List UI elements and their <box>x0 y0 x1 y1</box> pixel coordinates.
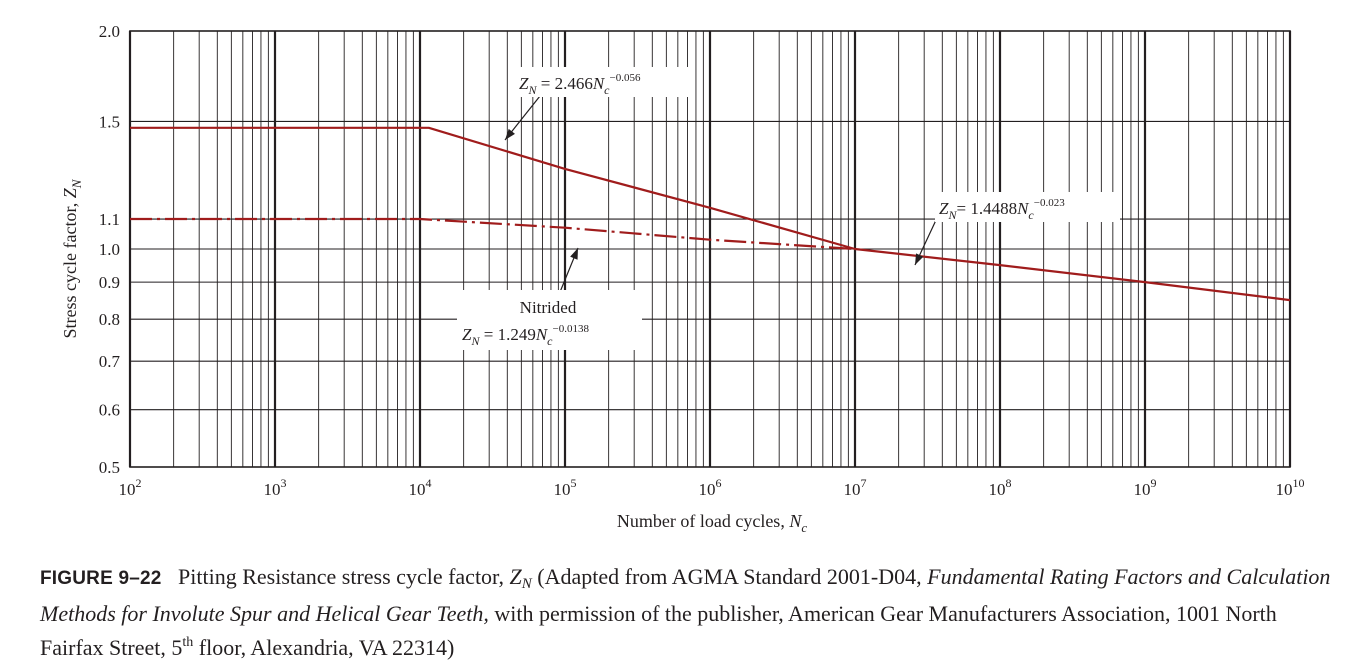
annotation-lower-equation: ZN= 1.4488Nc−0.023 <box>939 197 1065 222</box>
caption-symbol-sub: N <box>521 576 532 592</box>
y-tick-label: 1.0 <box>99 240 120 259</box>
x-tick-label: 103 <box>264 476 287 499</box>
series-line-1 <box>130 126 1291 302</box>
major-grid <box>128 30 1292 468</box>
y-axis-label: Stress cycle factor, ZN <box>60 178 84 338</box>
y-tick-label: 0.7 <box>99 352 121 371</box>
y-tick-label: 2.0 <box>99 22 120 41</box>
axis-labels: Number of load cycles, Nc Stress cycle fa… <box>60 178 807 535</box>
chart: 102 103 104 105 106 107 108 109 1010 0.50.60.70.… <box>60 22 1305 535</box>
leader-arrows <box>504 95 938 293</box>
caption-text-2: (Adapted from AGMA Standard 2001-D04, <box>531 564 928 589</box>
x-tick-label: 1010 <box>1276 476 1305 499</box>
caption-sup: th <box>182 635 194 650</box>
y-tick-label: 0.5 <box>99 458 120 477</box>
annotation-nitrided-title: Nitrided <box>520 298 577 317</box>
leader-arrow-upper-head <box>505 128 515 140</box>
leader-arrow-lower-head <box>915 253 924 265</box>
annotation-box <box>513 67 693 97</box>
y-tick-label: 1.1 <box>99 210 120 229</box>
figure-caption: FIGURE 9–22 Pitting Resistance stress cy… <box>40 562 1340 662</box>
series-line-2 <box>130 217 856 251</box>
series-group <box>130 126 1291 302</box>
y-tick-label: 0.8 <box>99 310 120 329</box>
x-tick-label: 105 <box>554 476 577 499</box>
annotation-box <box>935 192 1120 222</box>
caption-text-4: floor, Alexandria, VA 22314) <box>193 635 455 660</box>
x-tick-label: 104 <box>409 476 432 499</box>
y-tick-labels: 0.5 0.6 0.7 0.8 0.9 1.0 1.1 1.5 2.0 <box>99 22 121 477</box>
annotation-nitrided-equation: ZN = 1.249Nc−0.0138 <box>462 323 589 348</box>
x-tick-label: 108 <box>989 476 1012 499</box>
x-tick-label: 102 <box>119 476 142 499</box>
annotation-box <box>457 290 642 350</box>
y-tick-label: 0.9 <box>99 273 120 292</box>
x-tick-label: 109 <box>1134 476 1157 499</box>
caption-text-1: Pitting Resistance stress cycle factor, <box>178 564 510 589</box>
caption-title-italic: Fundamental Rating Factors and Calculati… <box>40 564 1331 626</box>
caption-label: FIGURE 9–22 <box>40 568 162 589</box>
annotation-upper-equation: ZN = 2.466Nc−0.056 <box>519 72 641 97</box>
x-tick-label: 106 <box>699 476 722 499</box>
x-tick-labels: 102 103 104 105 106 107 108 109 1010 <box>119 476 1305 499</box>
x-axis-label: Number of load cycles, Nc <box>617 511 807 535</box>
caption-text-3: with permission of the publisher, Americ… <box>40 601 1277 660</box>
y-tick-label: 0.6 <box>99 401 120 420</box>
leader-arrow-nitrided-head <box>570 248 578 260</box>
caption-symbol: Z <box>509 564 522 589</box>
annotations: ZN = 2.466Nc−0.056 ZN= 1.4488Nc−0.023 Nitr… <box>457 67 1120 350</box>
y-tick-label: 1.5 <box>99 112 120 131</box>
plot-frame <box>129 30 1291 468</box>
x-tick-label: 107 <box>844 476 867 499</box>
